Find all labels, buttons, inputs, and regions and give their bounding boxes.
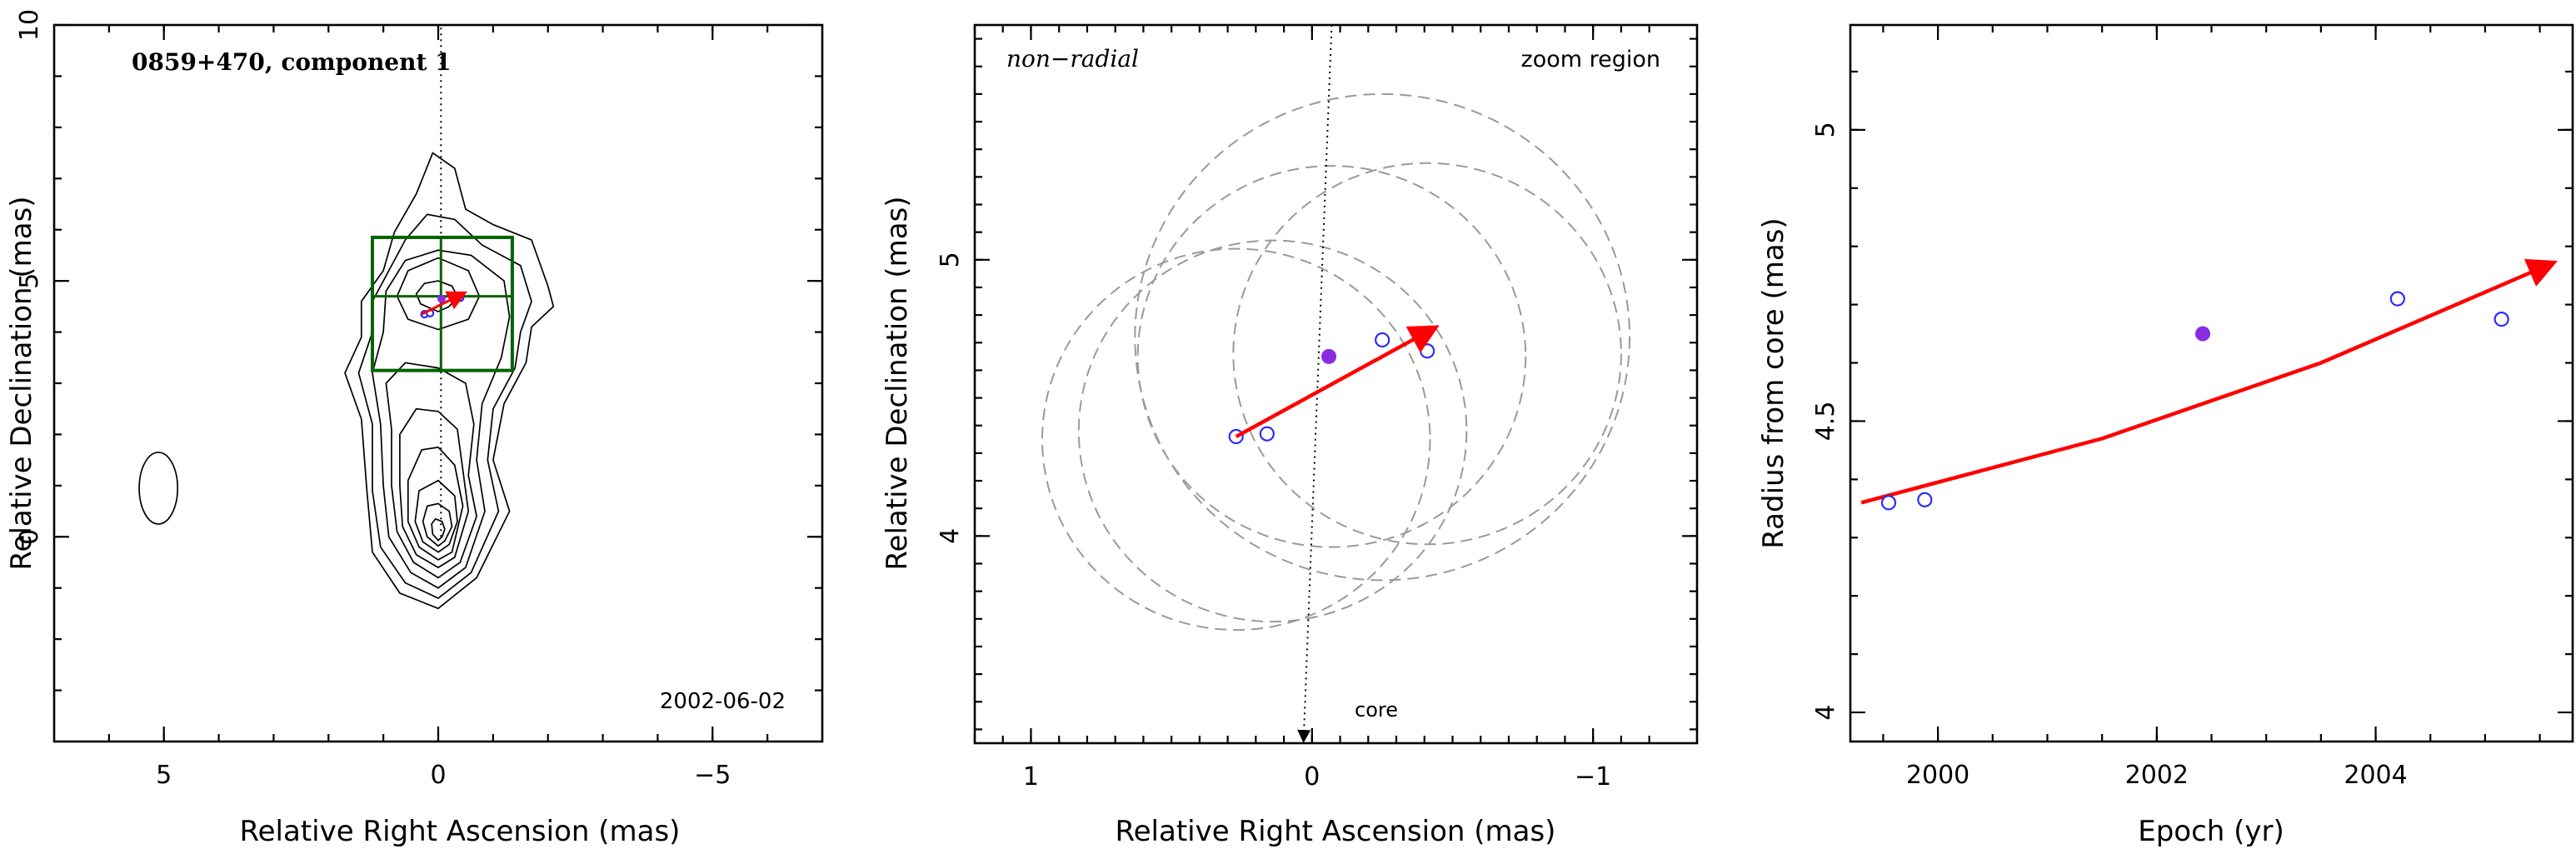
panel-zoom-ytick-label: 5 (936, 252, 965, 267)
panel-map-marks (138, 25, 514, 537)
contour-line (344, 152, 555, 610)
uncertainty-circle (1041, 247, 1431, 632)
panel-zoom-ylabel: Relative Declination (mas) (881, 196, 914, 570)
epoch-radius-point (2389, 291, 2405, 307)
contour-line (422, 502, 453, 547)
panel-zoom: 1 0 −1 4 5 Relative Right Ascension (mas) Re… (881, 23, 1699, 848)
contour-line (399, 407, 470, 569)
epoch-radius-point (1917, 492, 1933, 507)
panel-zoom-ytick-label: 4 (936, 528, 965, 544)
contour-line (357, 213, 532, 599)
panel-zoom-marks (1041, 24, 1631, 743)
uncertainty-circle (1232, 162, 1622, 546)
panel-radius-ytick-label: 4 (1811, 704, 1840, 720)
contour-line (372, 249, 511, 589)
panel-radius-xtick-label: 2004 (2344, 761, 2407, 790)
uncertainty-circle (1136, 165, 1527, 548)
beam-ellipse (138, 452, 179, 525)
panel-radius-ytick-label: 5 (1811, 122, 1840, 137)
panel-map-ytick-label: 10 (15, 9, 44, 41)
contour-line (385, 362, 477, 579)
map-epoch-point (437, 294, 446, 303)
contour-map (344, 152, 555, 610)
panel-radius-xtick-label: 2000 (1906, 761, 1969, 790)
panel-map-xtick-label: 0 (430, 761, 446, 790)
contour-line (431, 517, 446, 542)
component-position-point (1420, 343, 1435, 359)
epoch-radius-point (1880, 495, 1897, 511)
panel-zoom-xtick-label: 1 (1023, 762, 1039, 792)
map-epoch-point (2194, 326, 2210, 342)
panel-map-title: 0859+470, component 1 (132, 48, 452, 76)
panel-radius-ticks: 2000 2002 2004 4 4.5 5 (1811, 25, 2573, 790)
panel-map-ticks: 5 0 −5 0 5 10 (15, 9, 822, 790)
panel-radius-ylabel: Radius from core (mas) (1757, 217, 1790, 548)
contour-line (396, 257, 481, 331)
panel-map-ytick-label: 0 (15, 529, 44, 545)
epoch-radius-point (2494, 311, 2509, 327)
motion-arrow (1235, 325, 1440, 438)
panel-zoom-xtick-label: 0 (1304, 762, 1320, 792)
panel-map-frame (52, 23, 824, 743)
panel-zoom-xtick-label: −1 (1575, 762, 1611, 792)
panel-map-ylabel: Relative Declination (mas) (5, 196, 38, 570)
panel-radius-ytick-label: 4.5 (1811, 402, 1840, 442)
panel-zoom-ticks: 1 0 −1 4 5 (936, 25, 1697, 792)
trend-arrow (1860, 258, 2558, 505)
motion-arrow (421, 291, 468, 316)
component-position-point (1375, 332, 1390, 348)
panel-map-date: 2002-06-02 (660, 689, 786, 714)
panel-zoom-annotation-left: non−radial (1006, 45, 1139, 72)
panel-radius-xtick-label: 2002 (2125, 761, 2189, 790)
panel-map-xtick-label: 5 (156, 761, 172, 790)
component-position-point (1259, 426, 1275, 442)
contour-line (414, 479, 458, 553)
core-label: core (1355, 698, 1398, 722)
panel-map-ytick-label: 5 (15, 273, 44, 289)
panel-map-xlabel: Relative Right Ascension (mas) (240, 815, 681, 848)
panel-zoom-annotation-right: zoom region (1521, 47, 1660, 72)
uncertainty-circle (1077, 239, 1468, 623)
panel-radius-frame (1849, 23, 2574, 743)
zoom-region-box (370, 235, 514, 372)
panel-zoom-frame (973, 23, 1699, 745)
panel-zoom-xlabel: Relative Right Ascension (mas) (1116, 815, 1556, 848)
uncertainty-circle (1134, 92, 1631, 582)
panel-map-xtick-label: −5 (694, 761, 731, 790)
panel-radius: 2000 2002 2004 4 4.5 5 Epoch (yr) Radius from… (1757, 23, 2574, 848)
panel-radius-marks (1860, 258, 2558, 511)
panel-radius-xlabel: Epoch (yr) (2138, 815, 2284, 848)
contour-line (407, 446, 464, 561)
core-direction-line (1297, 24, 1333, 743)
map-epoch-point (1321, 348, 1337, 364)
